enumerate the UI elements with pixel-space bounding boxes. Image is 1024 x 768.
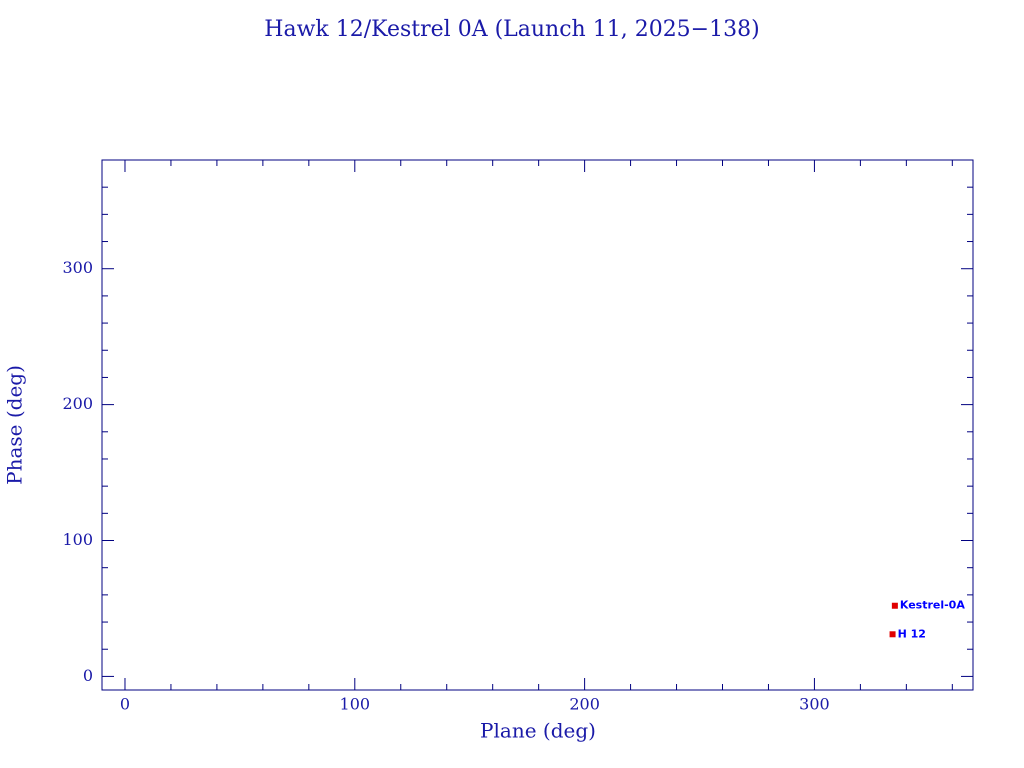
x-tick-label: 0	[120, 695, 130, 714]
point-label: Kestrel-0A	[900, 599, 965, 612]
x-tick-label: 300	[799, 695, 830, 714]
x-axis-label: Plane (deg)	[480, 719, 596, 743]
point-label: H 12	[898, 627, 926, 640]
point	[891, 602, 898, 609]
y-tick-label: 200	[62, 394, 93, 413]
chart-title: Hawk 12/Kestrel 0A (Launch 11, 2025−138)	[264, 17, 759, 42]
y-tick-label: 300	[62, 258, 93, 277]
y-axis-label: Phase (deg)	[3, 365, 27, 485]
x-tick-label: 100	[340, 695, 371, 714]
y-tick-label: 100	[62, 530, 93, 549]
point	[889, 631, 896, 638]
x-tick-label: 200	[569, 695, 600, 714]
plot-frame	[101, 159, 974, 691]
y-tick-label: 0	[83, 666, 93, 685]
